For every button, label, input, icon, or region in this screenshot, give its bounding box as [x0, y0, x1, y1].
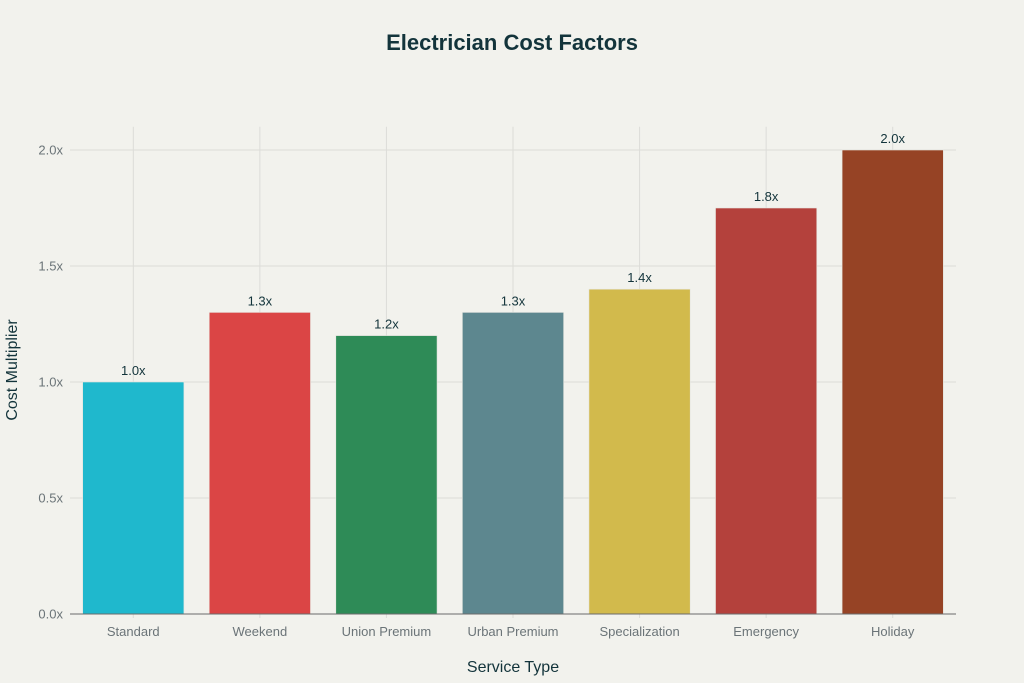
x-tick-label: Weekend — [233, 624, 288, 639]
x-tick-label: Emergency — [733, 624, 799, 639]
bar-standard — [82, 381, 185, 615]
bar-holiday — [841, 149, 944, 615]
bar-urban-premium — [462, 312, 564, 615]
y-tick-label: 0.0x — [38, 607, 63, 622]
data-label: 1.0x — [121, 363, 146, 378]
bar-union-premium — [335, 335, 438, 615]
x-tick-label: Holiday — [871, 624, 915, 639]
data-label: 1.4x — [627, 270, 652, 285]
x-tick-label: Standard — [107, 624, 160, 639]
y-tick-label: 0.5x — [38, 491, 63, 506]
y-tick-label: 1.5x — [38, 259, 63, 274]
y-tick-label: 2.0x — [38, 143, 63, 158]
y-tick-label: 1.0x — [38, 375, 63, 390]
y-axis-title: Cost Multiplier — [4, 319, 21, 421]
data-label: 1.3x — [501, 293, 526, 308]
data-label: 2.0x — [880, 131, 905, 146]
x-tick-label: Union Premium — [342, 624, 432, 639]
chart-title: Electrician Cost Factors — [386, 30, 638, 55]
data-label: 1.2x — [374, 317, 399, 332]
data-label: 1.8x — [754, 189, 779, 204]
x-axis-title: Service Type — [467, 659, 559, 676]
x-axis-ticks: Standard Weekend Union Premium Urban Premiu… — [107, 614, 915, 639]
y-axis-ticks: 0.0x 0.5x 1.0x 1.5x 2.0x — [38, 143, 63, 622]
bars — [82, 149, 944, 615]
x-tick-label: Urban Premium — [467, 624, 558, 639]
bar-weekend — [208, 312, 311, 615]
data-labels: 1.0x 1.3x 1.2x 1.3x 1.4x 1.8x 2.0x — [121, 131, 906, 378]
bar-specialization — [588, 288, 691, 615]
x-tick-label: Specialization — [599, 624, 679, 639]
bar-emergency — [715, 207, 818, 615]
data-label: 1.3x — [248, 293, 273, 308]
